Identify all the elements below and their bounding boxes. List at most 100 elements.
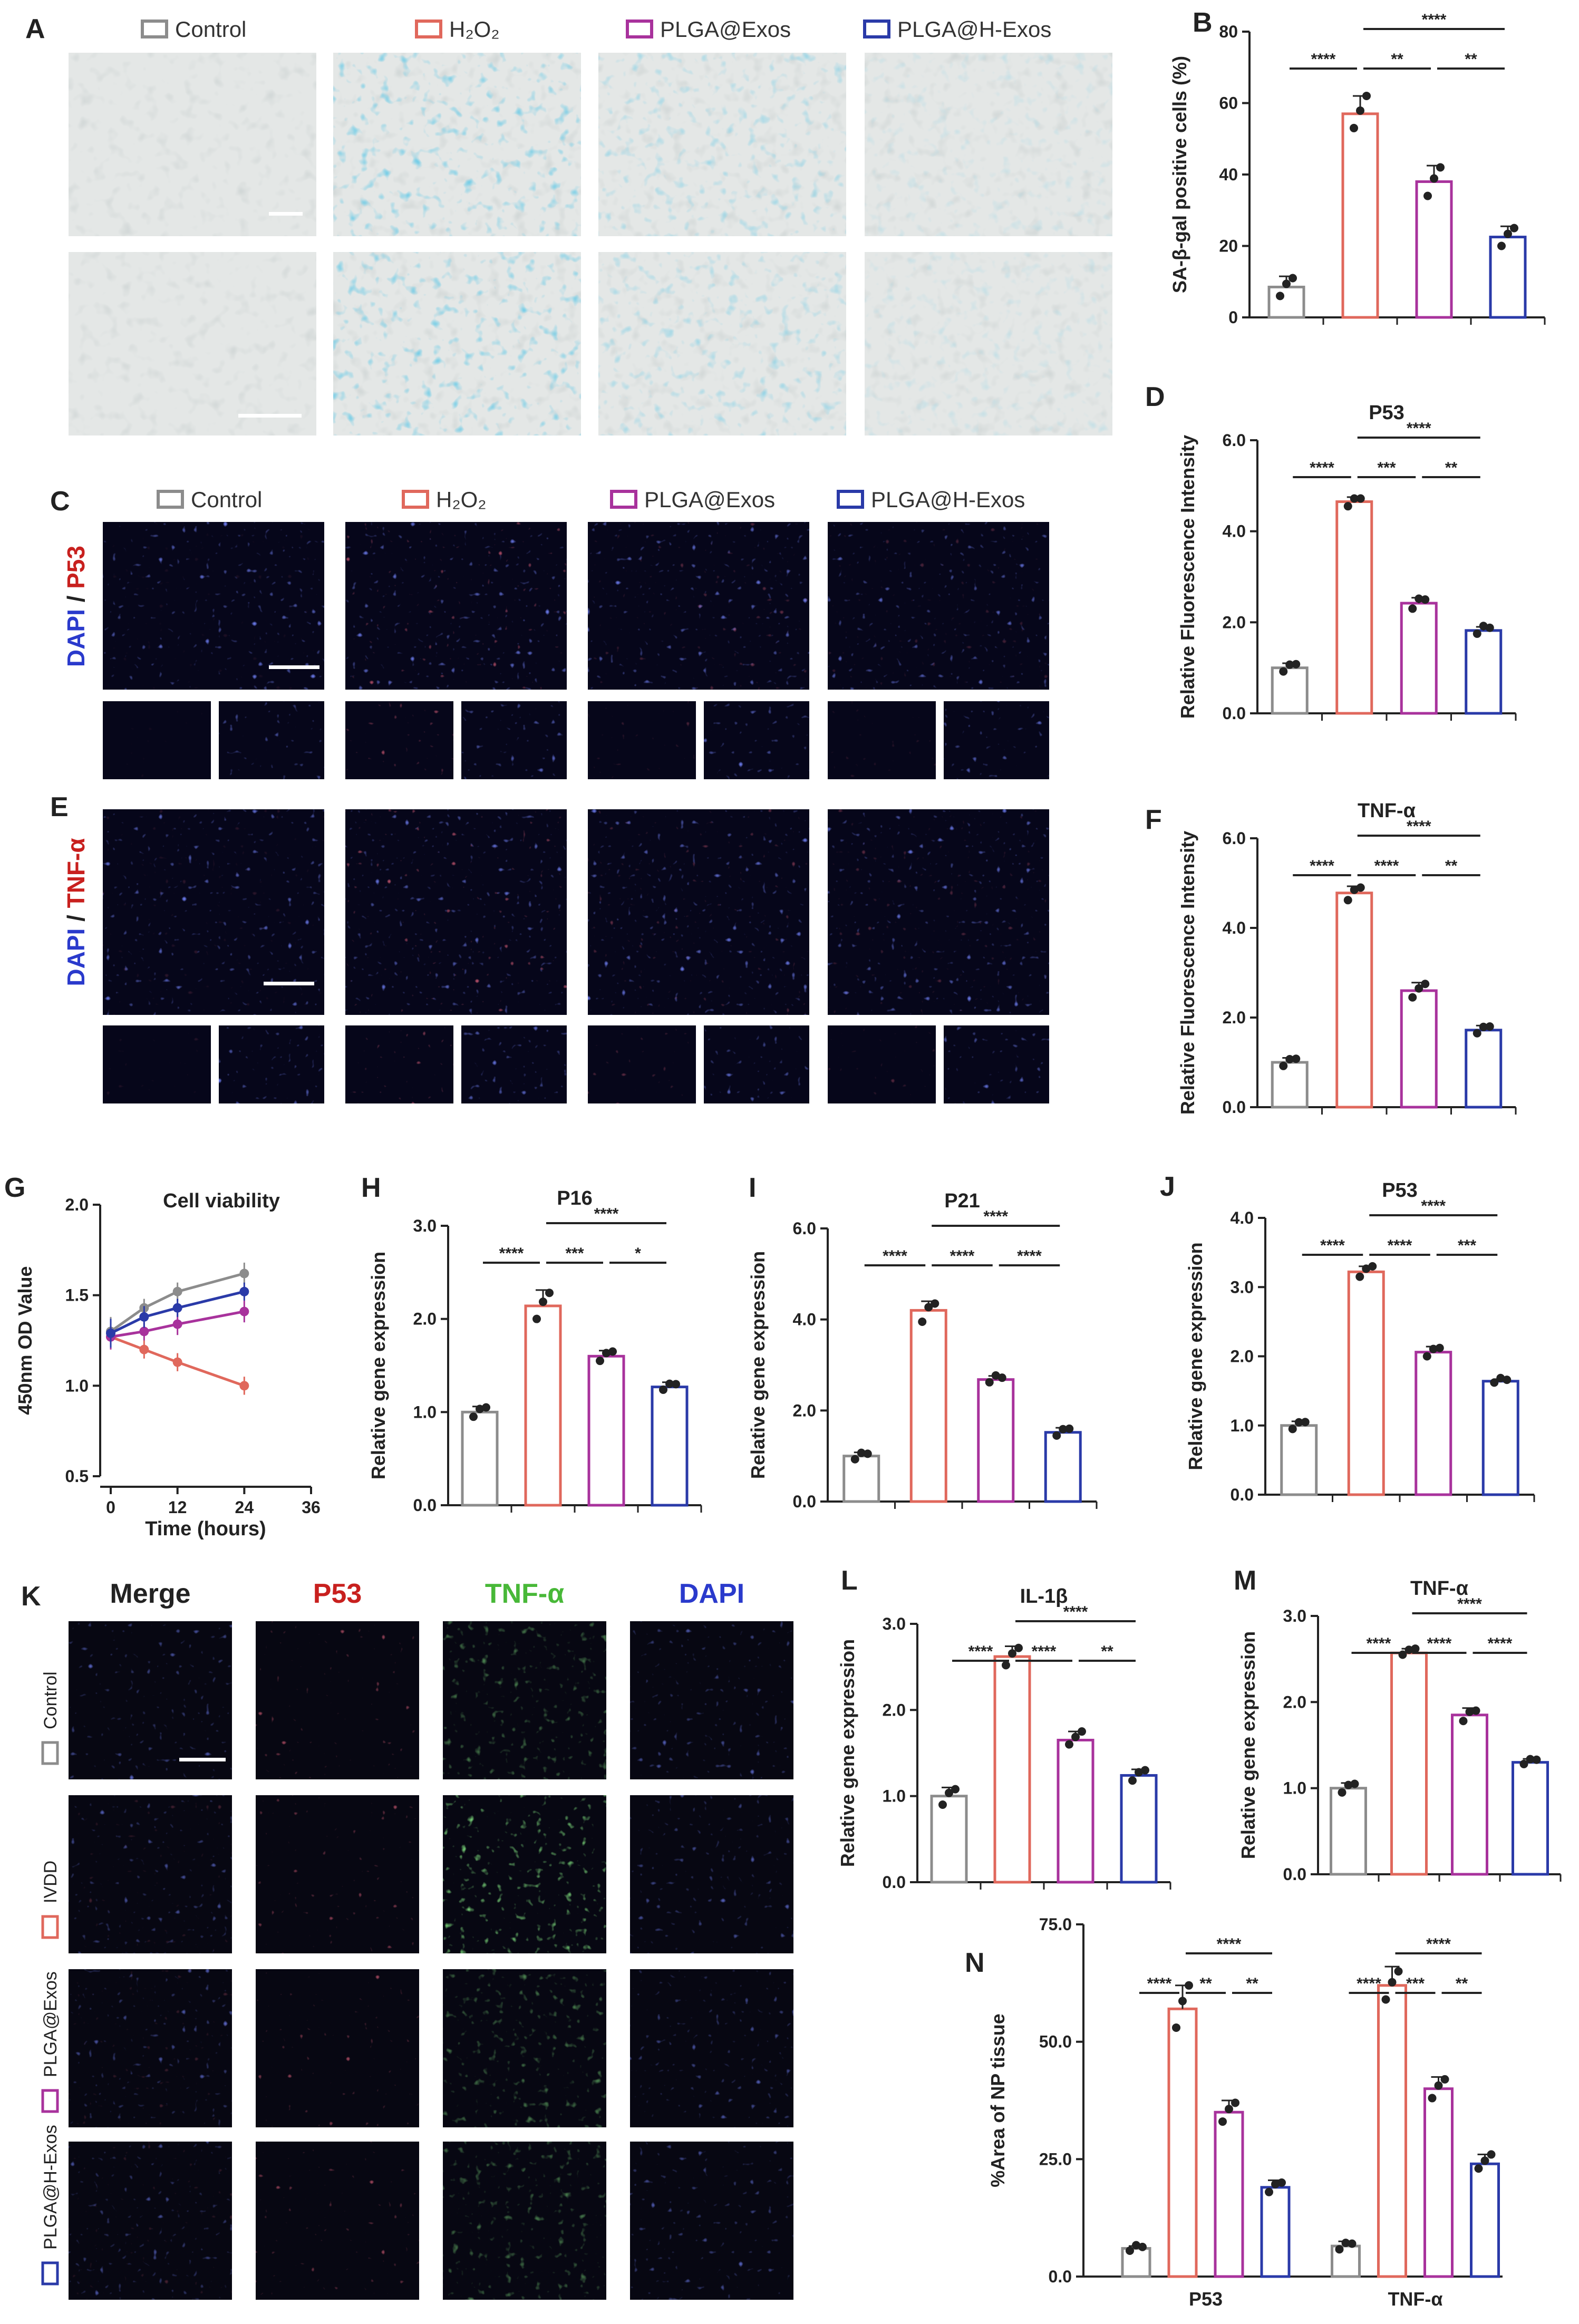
bar-M-0-1: [1390, 1651, 1428, 1876]
bar-H-0-0: [461, 1410, 499, 1507]
sig-label-N-4: ****: [1357, 1975, 1381, 1992]
point-N-1-2-2: [1440, 2075, 1449, 2084]
p53-dapi-2: [704, 701, 809, 779]
sig-label-D-0: ****: [1310, 459, 1334, 477]
p53-red-1: [345, 701, 453, 779]
k-row-label-3: PLGA@H-Exos: [41, 2125, 61, 2250]
tnf-merge-3-marker: [828, 809, 1049, 1015]
point-J-0-2-0: [1422, 1352, 1431, 1361]
point-I-0-1-1: [924, 1303, 933, 1312]
y-tick-label-J-3: 3.0: [1231, 1277, 1254, 1296]
bar-H-0-2: [587, 1354, 625, 1507]
legend-C-swatch-2: [610, 490, 637, 509]
y-tick-label-L-0: 0.0: [883, 1873, 906, 1892]
scale-bar-E: [264, 982, 314, 985]
point-N-1-3-0: [1474, 2164, 1483, 2173]
point-H-0-3-0: [659, 1385, 667, 1394]
point-N-0-3-1: [1271, 2180, 1280, 2189]
series-line-G-2: [110, 1310, 245, 1339]
sig-label-B-2: **: [1465, 51, 1477, 68]
point-L-0-0-1: [945, 1788, 953, 1797]
sig-label-J-1: ****: [1388, 1237, 1412, 1254]
point-N-1-0-2: [1348, 2239, 1357, 2248]
bar-J-0-3: [1481, 1380, 1519, 1496]
bar-L-0-0: [930, 1795, 968, 1884]
k-image-r0-c3: [630, 1621, 793, 1779]
legend-A-swatch-2: [626, 20, 653, 38]
tnf-dapi-1-dapi: [461, 1025, 567, 1103]
k-image-dapi: [630, 1621, 793, 1779]
point-H-0-2-2: [608, 1347, 617, 1356]
point-N-1-0-0: [1335, 2245, 1344, 2254]
bar-N-1-3: [1470, 2162, 1500, 2278]
point-I-0-2-0: [985, 1378, 994, 1387]
point-M-0-3-0: [1519, 1759, 1528, 1768]
k-image-dapi: [630, 1969, 793, 2127]
point-L-0-3-1: [1135, 1768, 1143, 1777]
y-tick-label-G-2: 1.5: [65, 1286, 89, 1305]
point-D-0-3-2: [1485, 623, 1494, 632]
chart-title-J: P53: [1382, 1179, 1418, 1202]
point-D-0-2-2: [1421, 595, 1430, 604]
point-J-0-0-1: [1294, 1418, 1303, 1427]
bar-H-0-3: [651, 1386, 689, 1507]
y-axis-label-G: 450nm OD Value: [14, 1266, 36, 1415]
sa-gal-image-low-3: [865, 53, 1112, 236]
tnf-red-2-marker: [588, 1025, 696, 1103]
p53-dapi-2-dapi: [704, 701, 809, 779]
bar-J-0-1: [1347, 1270, 1385, 1496]
point-G-2-2: [172, 1319, 182, 1329]
sa-gal-image-high-2-stain: [598, 252, 846, 435]
p53-red-2-marker: [588, 701, 696, 779]
k-image-r1-c0: [69, 1795, 232, 1953]
sa-gal-image-high-0-texture: [69, 252, 316, 435]
sig-label-J-0: ****: [1320, 1237, 1345, 1254]
bar-D-0-3: [1465, 629, 1503, 715]
bar-F-0-3: [1465, 1029, 1503, 1109]
y-tick-label-N-3: 75.0: [1039, 1915, 1072, 1934]
side-label-E-dapi: DAPI: [62, 928, 90, 986]
bar-L-0-1: [993, 1655, 1031, 1884]
point-N-0-2-2: [1231, 2098, 1239, 2107]
panel-label-E: E: [50, 792, 69, 822]
k-image-green: [443, 2142, 606, 2300]
y-tick-label-G-0: 0.5: [65, 1467, 89, 1486]
p53-merge-0-marker: [103, 522, 324, 690]
point-L-0-1-1: [1008, 1649, 1016, 1658]
tnf-merge-0-marker: [103, 809, 324, 1015]
point-H-0-3-1: [665, 1379, 674, 1388]
k-image-red: [256, 1795, 419, 1953]
sig-label-I-3: ****: [983, 1208, 1008, 1225]
bar-M-0-2: [1451, 1713, 1488, 1876]
tnf-merge-1-marker: [345, 809, 567, 1015]
sa-gal-image-high-1: [333, 252, 581, 435]
y-tick-label-N-2: 50.0: [1039, 2032, 1072, 2051]
point-F-0-2-1: [1415, 984, 1423, 993]
y-tick-label-J-0: 0.0: [1231, 1485, 1254, 1504]
point-B-0-1-0: [1350, 123, 1358, 132]
y-tick-label-L-1: 1.0: [883, 1787, 906, 1806]
chart-title-L: IL-1β: [1020, 1585, 1068, 1608]
point-N-0-0-0: [1126, 2246, 1134, 2255]
k-image-dapi: [69, 1621, 232, 1779]
point-N-1-1-2: [1394, 1967, 1403, 1976]
point-M-0-2-2: [1471, 1706, 1480, 1715]
tnf-red-1-marker: [345, 1025, 453, 1103]
y-axis-label-H: Relative gene expression: [367, 1252, 389, 1479]
sa-gal-image-low-0-texture: [69, 53, 316, 236]
point-G-3-1: [139, 1312, 149, 1322]
sig-label-F-3: ****: [1407, 818, 1431, 835]
tnf-dapi-0: [219, 1025, 324, 1103]
y-tick-label-L-3: 3.0: [883, 1614, 906, 1633]
chart-N: 0.0 25.0 50.0 75.0 %Area of NP tissue P53 TNF-…: [987, 1915, 1503, 2310]
point-I-0-0-0: [850, 1455, 859, 1464]
point-F-0-1-0: [1343, 896, 1352, 905]
k-image-r2-c0: [69, 1969, 232, 2127]
point-J-0-3-1: [1496, 1373, 1505, 1382]
point-F-0-3-2: [1485, 1022, 1494, 1031]
point-M-0-1-1: [1404, 1645, 1413, 1654]
y-tick-label-F-1: 2.0: [1223, 1008, 1246, 1027]
point-M-0-0-2: [1350, 1779, 1359, 1788]
y-tick-label-I-1: 2.0: [793, 1401, 816, 1420]
